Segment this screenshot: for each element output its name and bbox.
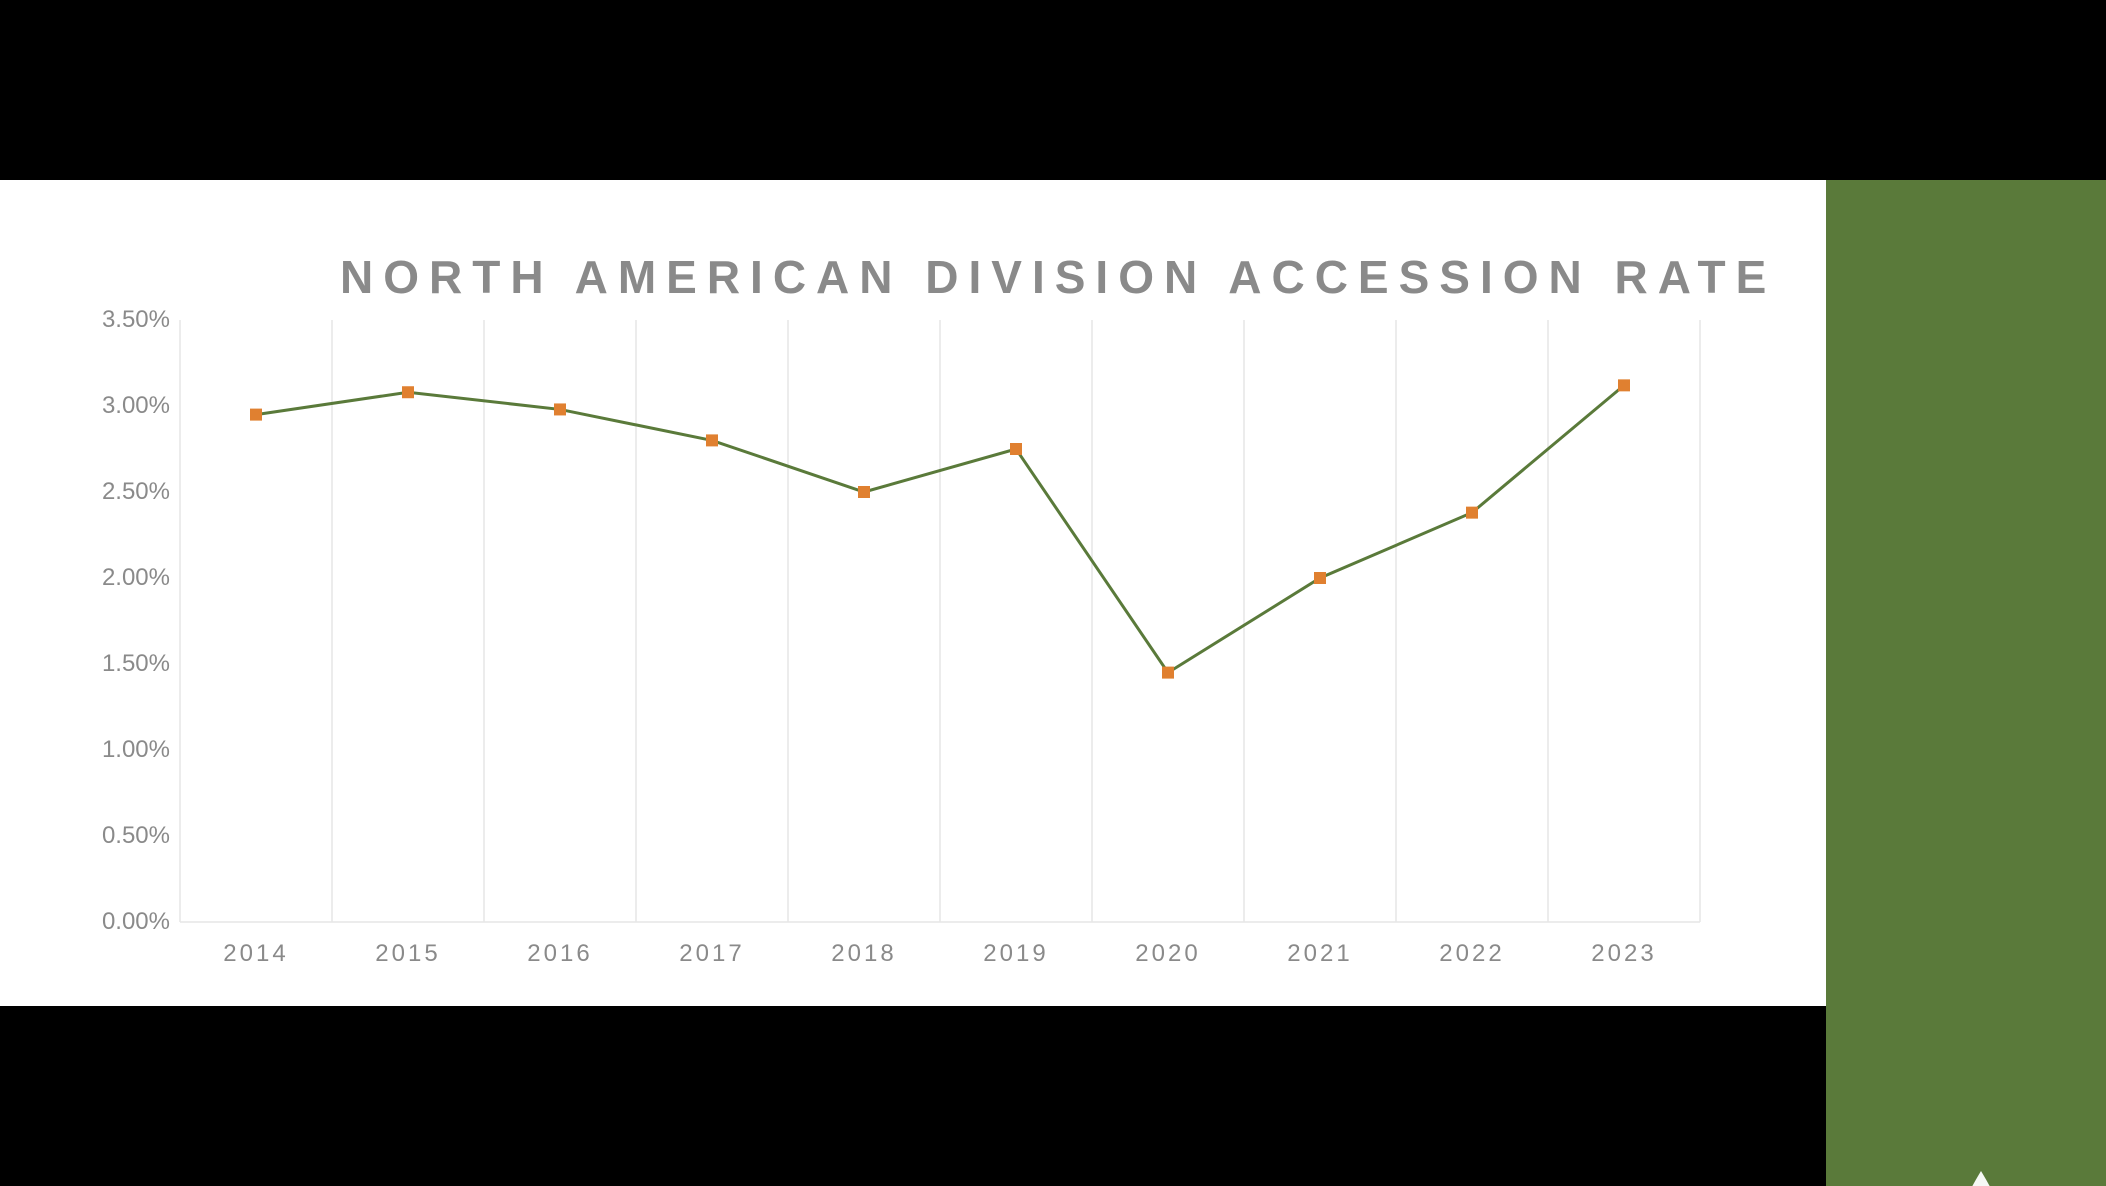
data-marker: [250, 409, 262, 421]
adventist-logo-icon: ®: [1896, 1166, 2066, 1186]
x-axis-tick-label: 2022: [1412, 940, 1532, 968]
data-marker: [1618, 379, 1630, 391]
x-axis-tick-label: 2018: [804, 940, 924, 968]
data-marker: [402, 386, 414, 398]
slide-content: NORTH AMERICAN DIVISION ACCESSION RATE 0…: [0, 180, 2106, 1006]
y-axis-tick-label: 1.50%: [20, 650, 170, 678]
y-axis-tick-label: 2.00%: [20, 564, 170, 592]
x-axis-tick-label: 2016: [500, 940, 620, 968]
y-axis-tick-label: 3.00%: [20, 392, 170, 420]
x-axis-tick-label: 2014: [196, 940, 316, 968]
x-axis-tick-label: 2021: [1260, 940, 1380, 968]
x-axis-tick-label: 2017: [652, 940, 772, 968]
x-axis-tick-label: 2023: [1564, 940, 1684, 968]
x-axis-tick-label: 2019: [956, 940, 1076, 968]
slide: NORTH AMERICAN DIVISION ACCESSION RATE 0…: [0, 0, 2106, 1186]
data-marker: [1314, 572, 1326, 584]
y-axis-tick-label: 2.50%: [20, 478, 170, 506]
data-marker: [554, 403, 566, 415]
letterbox-top: [0, 0, 2106, 180]
letterbox-bottom: [0, 1006, 2106, 1186]
x-axis-tick-label: 2020: [1108, 940, 1228, 968]
sidebar-accent: ®: [1826, 180, 2106, 1186]
x-axis-tick-label: 2015: [348, 940, 468, 968]
line-chart: [0, 180, 1826, 1006]
data-marker: [1466, 507, 1478, 519]
y-axis-tick-label: 0.50%: [20, 822, 170, 850]
y-axis-tick-label: 0.00%: [20, 908, 170, 936]
data-marker: [858, 486, 870, 498]
y-axis-tick-label: 1.00%: [20, 736, 170, 764]
data-marker: [1010, 443, 1022, 455]
y-axis-tick-label: 3.50%: [20, 306, 170, 334]
data-marker: [1162, 667, 1174, 679]
data-marker: [706, 434, 718, 446]
